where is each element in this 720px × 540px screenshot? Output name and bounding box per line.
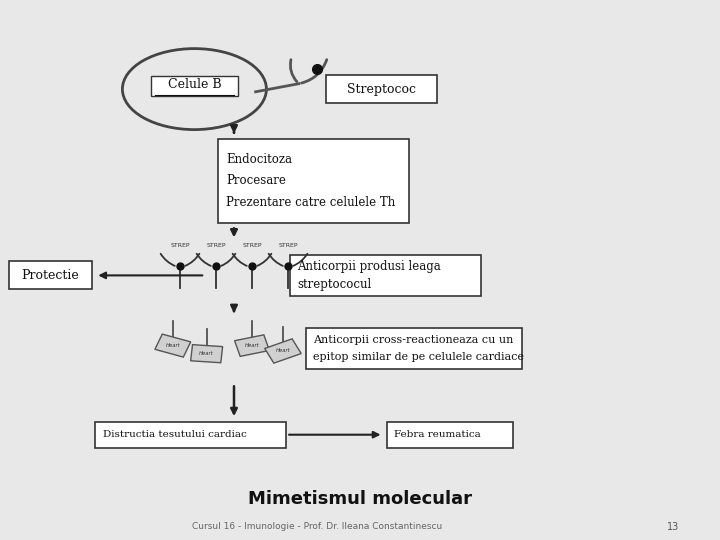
FancyBboxPatch shape: [235, 335, 269, 356]
FancyBboxPatch shape: [95, 422, 287, 448]
Text: Protectie: Protectie: [22, 269, 79, 282]
Text: Anticorpii cross-reactioneaza cu un: Anticorpii cross-reactioneaza cu un: [313, 335, 513, 345]
Text: Anticorpii produsi leaga: Anticorpii produsi leaga: [297, 260, 441, 273]
Text: Cursul 16 - Imunologie - Prof. Dr. Ileana Constantinescu: Cursul 16 - Imunologie - Prof. Dr. Ilean…: [192, 522, 442, 531]
Text: Endocitoza: Endocitoza: [226, 153, 292, 166]
Text: STREP: STREP: [242, 244, 262, 248]
Text: Febra reumatica: Febra reumatica: [395, 430, 481, 439]
Text: Procesare: Procesare: [226, 174, 287, 187]
Text: Prezentare catre celulele Th: Prezentare catre celulele Th: [226, 196, 396, 209]
FancyBboxPatch shape: [306, 328, 522, 368]
Text: Mimetismul molecular: Mimetismul molecular: [248, 490, 472, 509]
Text: Celule B: Celule B: [168, 78, 221, 91]
FancyBboxPatch shape: [155, 334, 191, 357]
Text: Streptococ: Streptococ: [347, 83, 416, 96]
FancyBboxPatch shape: [191, 345, 222, 363]
Text: Heart: Heart: [245, 343, 259, 348]
Text: Distructia tesutului cardiac: Distructia tesutului cardiac: [103, 430, 246, 439]
FancyBboxPatch shape: [387, 422, 513, 448]
Text: STREP: STREP: [278, 244, 298, 248]
FancyBboxPatch shape: [151, 76, 238, 96]
Text: STREP: STREP: [206, 244, 226, 248]
Text: Heart: Heart: [199, 351, 214, 356]
FancyBboxPatch shape: [217, 139, 409, 222]
Text: Heart: Heart: [276, 348, 290, 354]
Text: STREP: STREP: [170, 244, 190, 248]
FancyBboxPatch shape: [325, 75, 438, 103]
Text: 13: 13: [667, 522, 680, 531]
Text: epitop similar de pe celulele cardiace: epitop similar de pe celulele cardiace: [313, 352, 524, 362]
FancyBboxPatch shape: [9, 261, 92, 289]
Text: Heart: Heart: [166, 343, 180, 348]
FancyBboxPatch shape: [289, 255, 481, 296]
Text: streptococul: streptococul: [297, 278, 372, 291]
FancyBboxPatch shape: [265, 339, 301, 363]
